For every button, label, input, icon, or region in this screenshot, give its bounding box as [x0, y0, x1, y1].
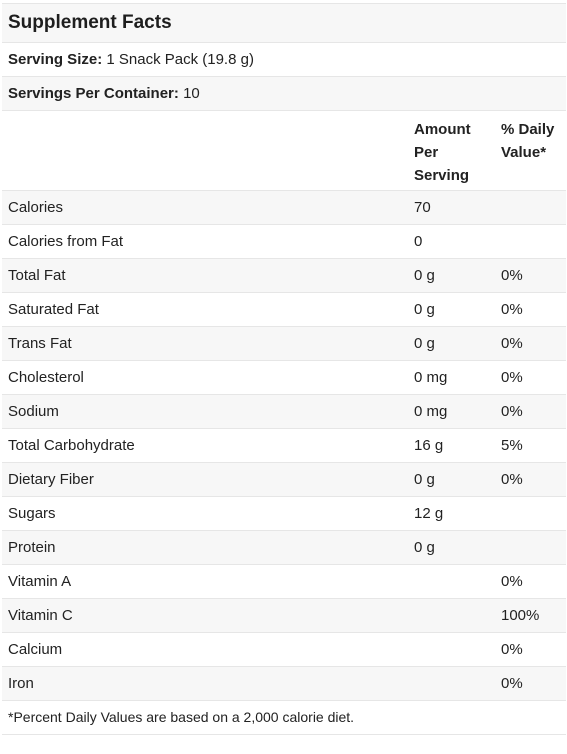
nutrient-name: Saturated Fat — [8, 301, 99, 318]
nutrient-row: Calories from Fat 0 — [2, 225, 566, 259]
nutrient-name: Calcium — [8, 641, 63, 658]
table-title: Supplement Facts — [2, 4, 566, 43]
nutrient-name: Protein — [8, 539, 56, 556]
nutrient-daily-value: 0% — [501, 471, 523, 488]
nutrient-amount: 0 g — [414, 471, 435, 488]
nutrient-row: Vitamin A 0% — [2, 565, 566, 599]
amount-header-line: Per — [414, 144, 439, 161]
servings-per-container-label: Servings Per Container: — [8, 85, 179, 102]
daily-value-header-line: % Daily — [501, 121, 555, 138]
daily-value-header: % Daily Value* — [501, 118, 565, 164]
nutrient-amount: 0 mg — [414, 369, 448, 386]
nutrient-daily-value: 0% — [501, 301, 523, 318]
nutrient-name: Vitamin A — [8, 573, 72, 590]
column-header-row: Amount Per Serving % Daily Value* — [2, 111, 566, 191]
nutrient-row: Dietary Fiber 0 g 0% — [2, 463, 566, 497]
nutrient-row: Calcium 0% — [2, 633, 566, 667]
nutrient-rows: Calories 70 Calories from Fat 0 Total Fat 0 g… — [2, 191, 566, 701]
serving-size-value: 1 Snack Pack (19.8 g) — [106, 51, 254, 68]
nutrient-name: Sodium — [8, 403, 59, 420]
nutrient-name: Calories from Fat — [8, 233, 124, 250]
nutrient-row: Total Carbohydrate 16 g 5% — [2, 429, 566, 463]
daily-value-footnote: *Percent Daily Values are based on a 2,0… — [2, 701, 566, 735]
nutrient-row: Saturated Fat 0 g 0% — [2, 293, 566, 327]
nutrient-amount: 70 — [414, 199, 431, 216]
nutrient-name: Dietary Fiber — [8, 471, 94, 488]
nutrient-daily-value: 0% — [501, 335, 523, 352]
nutrient-daily-value: 0% — [501, 369, 523, 386]
nutrient-row: Vitamin C 100% — [2, 599, 566, 633]
nutrient-daily-value: 0% — [501, 267, 523, 284]
nutrient-amount: 0 — [414, 233, 423, 250]
nutrient-name: Trans Fat — [8, 335, 72, 352]
servings-per-container-row: Servings Per Container: 10 — [2, 77, 566, 111]
nutrient-row: Cholesterol 0 mg 0% — [2, 361, 566, 395]
nutrient-row: Sugars 12 g — [2, 497, 566, 531]
amount-per-serving-header: Amount Per Serving — [414, 118, 494, 187]
nutrient-amount: 0 g — [414, 335, 435, 352]
nutrient-daily-value: 100% — [501, 607, 540, 624]
serving-size-row: Serving Size: 1 Snack Pack (19.8 g) — [2, 43, 566, 77]
nutrient-name: Cholesterol — [8, 369, 84, 386]
nutrient-name: Iron — [8, 675, 34, 692]
nutrient-amount: 0 g — [414, 267, 435, 284]
nutrient-name: Calories — [8, 199, 64, 216]
nutrient-amount: 0 g — [414, 539, 435, 556]
supplement-facts-table: Supplement Facts Serving Size: 1 Snack P… — [2, 3, 566, 735]
nutrient-row: Sodium 0 mg 0% — [2, 395, 566, 429]
nutrient-amount: 0 mg — [414, 403, 448, 420]
amount-header-line: Amount — [414, 121, 471, 138]
nutrient-daily-value: 0% — [501, 403, 523, 420]
nutrient-name: Sugars — [8, 505, 56, 522]
nutrient-row: Trans Fat 0 g 0% — [2, 327, 566, 361]
daily-value-header-line: Value* — [501, 144, 547, 161]
nutrient-name: Total Carbohydrate — [8, 437, 135, 454]
nutrient-daily-value: 5% — [501, 437, 523, 454]
servings-per-container-value: 10 — [183, 85, 200, 102]
nutrient-daily-value: 0% — [501, 675, 523, 692]
nutrient-row: Iron 0% — [2, 667, 566, 701]
nutrient-amount: 16 g — [414, 437, 444, 454]
nutrient-name: Vitamin C — [8, 607, 73, 624]
nutrient-amount: 12 g — [414, 505, 444, 522]
nutrient-amount: 0 g — [414, 301, 435, 318]
nutrient-row: Calories 70 — [2, 191, 566, 225]
amount-header-line: Serving — [414, 167, 470, 184]
nutrient-row: Total Fat 0 g 0% — [2, 259, 566, 293]
serving-size-label: Serving Size: — [8, 51, 103, 68]
nutrient-row: Protein 0 g — [2, 531, 566, 565]
nutrient-daily-value: 0% — [501, 573, 523, 590]
nutrient-daily-value: 0% — [501, 641, 523, 658]
nutrient-name: Total Fat — [8, 267, 66, 284]
